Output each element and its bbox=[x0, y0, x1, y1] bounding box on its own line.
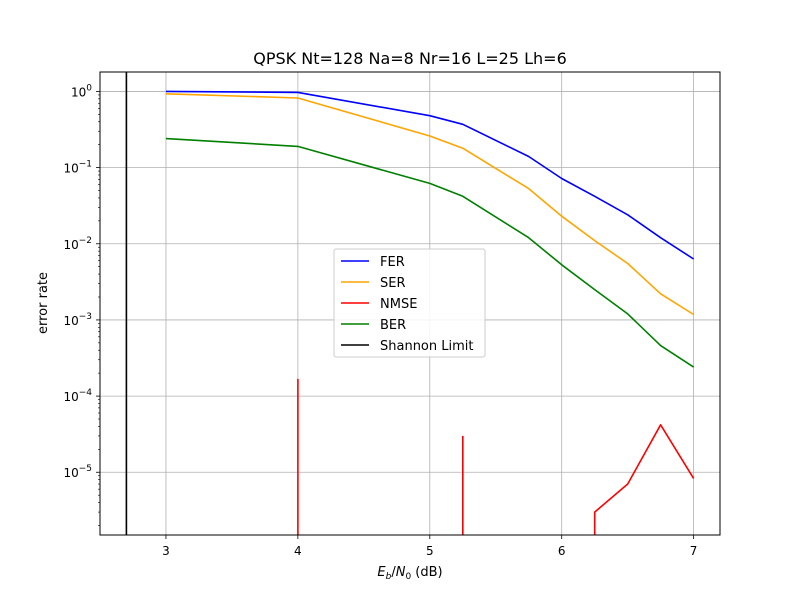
x-tick-label: 5 bbox=[426, 544, 434, 558]
x-tick-label: 6 bbox=[558, 544, 566, 558]
chart-title: QPSK Nt=128 Na=8 Nr=16 L=25 Lh=6 bbox=[253, 49, 567, 68]
y-axis-label: error rate bbox=[36, 272, 51, 334]
y-tick-label-base: 10 bbox=[63, 314, 78, 328]
x-tick-label: 3 bbox=[162, 544, 170, 558]
x-axis-label-b: b bbox=[386, 572, 392, 582]
x-axis-label: Eb/N0 (dB) bbox=[377, 565, 442, 582]
legend-label-nmse: NMSE bbox=[380, 297, 417, 312]
plot-lines bbox=[125, 72, 695, 535]
y-tick-label-exponent: 0 bbox=[86, 83, 92, 93]
legend-box bbox=[333, 248, 486, 358]
legend: FER SER NMSE BER Shannon Limit bbox=[333, 248, 486, 358]
series-line-ber bbox=[165, 137, 695, 368]
y-tick-label: 100 bbox=[71, 83, 92, 99]
y-tick-label-exponent: −4 bbox=[79, 388, 93, 398]
legend-label-fer: FER bbox=[380, 255, 405, 270]
x-tick-label: 7 bbox=[690, 544, 698, 558]
y-tick-label: 10−3 bbox=[63, 312, 92, 328]
y-tick-label: 10−5 bbox=[63, 464, 92, 480]
series-line-fer bbox=[165, 90, 695, 260]
series-line-nmse bbox=[593, 423, 695, 535]
legend-label-ber: BER bbox=[380, 318, 406, 333]
y-tick-label-exponent: −3 bbox=[79, 312, 92, 322]
legend-label-ser: SER bbox=[380, 276, 406, 291]
y-tick-label-base: 10 bbox=[63, 390, 78, 404]
series-line-ser bbox=[165, 93, 695, 316]
y-tick-label: 10−4 bbox=[63, 388, 92, 404]
x-axis-label-zero: 0 bbox=[405, 572, 411, 582]
y-tick-label-base: 10 bbox=[63, 162, 78, 176]
x-axis-label-slash: / bbox=[391, 565, 396, 580]
x-axis-label-unit: (dB) bbox=[411, 565, 442, 580]
x-axis-label-e: E bbox=[377, 565, 386, 580]
y-tick-label-exponent: −1 bbox=[79, 160, 92, 170]
legend-label-shannon-limit: Shannon Limit bbox=[380, 339, 474, 354]
y-tick-label: 10−2 bbox=[63, 236, 92, 252]
x-tick-label: 4 bbox=[294, 544, 302, 558]
y-tick-label-base: 10 bbox=[63, 238, 78, 252]
y-tick-label: 10−1 bbox=[63, 160, 92, 176]
x-axis-label-n: N bbox=[396, 565, 406, 580]
plot-frame bbox=[99, 71, 721, 536]
y-tick-label-base: 10 bbox=[71, 85, 86, 99]
y-tick-label-exponent: −2 bbox=[79, 236, 92, 246]
x-axis-ticks: 3 4 5 6 7 bbox=[162, 535, 697, 558]
y-tick-label-base: 10 bbox=[63, 466, 78, 480]
y-tick-label-exponent: −5 bbox=[79, 464, 92, 474]
